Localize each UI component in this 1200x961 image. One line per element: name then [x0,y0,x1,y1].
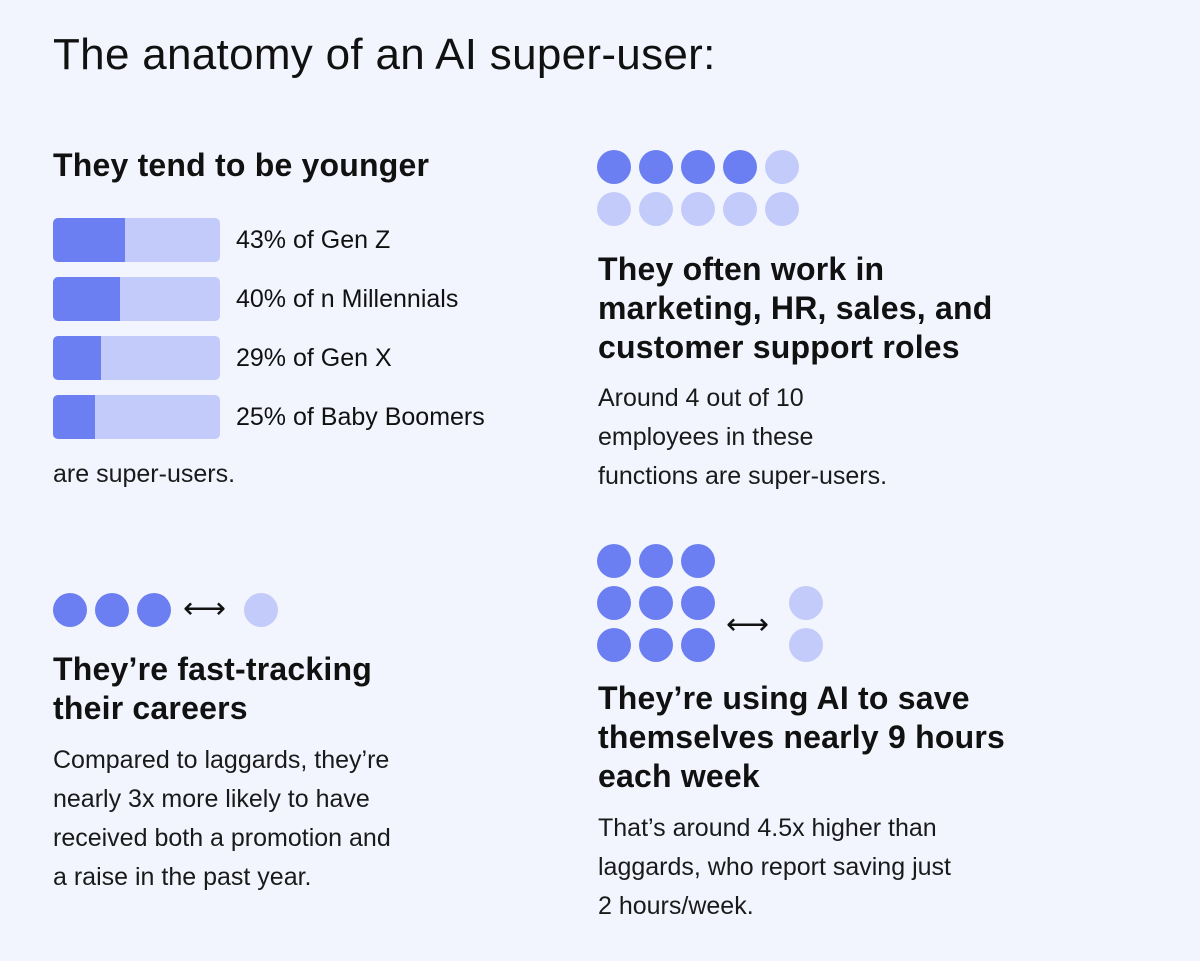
bar-fill [53,218,125,262]
super-user-dot [95,593,129,627]
hours-heading: They’re using AI to save themselves near… [598,679,1005,796]
other-dot [765,150,799,184]
bar-label: 29% of Gen X [236,344,392,372]
other-dot [681,192,715,226]
laggard-hour-dot [789,586,823,620]
super-user-hour-dot [681,628,715,662]
bar-label: 40% of n Millennials [236,285,459,313]
bar-track [53,277,220,321]
super-user-dot [681,150,715,184]
super-user-dot [723,150,757,184]
laggard-dot [244,593,278,627]
super-user-dot [137,593,171,627]
hours-heading-line: themselves nearly 9 hours [598,719,1005,755]
double-arrow-icon: ⟷ [183,592,227,625]
careers-body-line: a raise in the past year. [53,863,312,891]
other-dot [723,192,757,226]
super-user-hour-dot [639,586,673,620]
super-user-hour-dot [681,586,715,620]
other-dot [597,192,631,226]
careers-heading-line: They’re fast-tracking [53,651,372,687]
younger-heading: They tend to be younger [53,147,430,183]
bar-label: 43% of Gen Z [236,226,391,254]
super-user-hour-dot [639,628,673,662]
super-user-dot [597,150,631,184]
other-dot [639,192,673,226]
page-title: The anatomy of an AI super-user: [53,30,716,79]
careers-body: Compared to laggards, they’re nearly 3x … [53,741,391,897]
bar-track [53,336,220,380]
bar-fill [53,277,120,321]
careers-heading-line: their careers [53,690,248,726]
hours-body-line: 2 hours/week. [598,892,754,920]
roles-body-line: employees in these [598,423,814,451]
roles-body-line: functions are super-users. [598,462,888,490]
hours-body: That’s around 4.5x higher than laggards,… [598,809,951,926]
super-user-hour-dot [597,544,631,578]
hours-body-line: laggards, who report saving just [598,853,951,881]
bar-label: 25% of Baby Boomers [236,403,485,431]
super-user-hour-dot [681,544,715,578]
younger-footer: are super-users. [53,460,236,488]
super-user-hour-dot [597,586,631,620]
other-dot [765,192,799,226]
super-user-hour-dot [597,628,631,662]
roles-heading-line: marketing, HR, sales, and [598,290,993,326]
super-user-dot [639,150,673,184]
hours-heading-line: They’re using AI to save [598,680,970,716]
roles-heading: They often work in marketing, HR, sales,… [598,250,992,367]
laggard-hour-dot [789,628,823,662]
bar-track [53,218,220,262]
careers-body-line: Compared to laggards, they’re [53,746,390,774]
roles-body: Around 4 out of 10 employees in these fu… [598,379,887,496]
careers-body-line: received both a promotion and [53,824,391,852]
super-user-dot [53,593,87,627]
roles-heading-line: They often work in [598,251,885,287]
hours-body-line: That’s around 4.5x higher than [598,814,937,842]
roles-heading-line: customer support roles [598,329,960,365]
careers-heading: They’re fast-tracking their careers [53,650,372,728]
hours-heading-line: each week [598,758,760,794]
roles-body-line: Around 4 out of 10 [598,384,804,412]
bar-track [53,395,220,439]
bar-fill [53,336,102,380]
bar-fill [53,395,95,439]
careers-body-line: nearly 3x more likely to have [53,785,370,813]
double-arrow-icon: ⟷ [726,608,770,641]
super-user-hour-dot [639,544,673,578]
